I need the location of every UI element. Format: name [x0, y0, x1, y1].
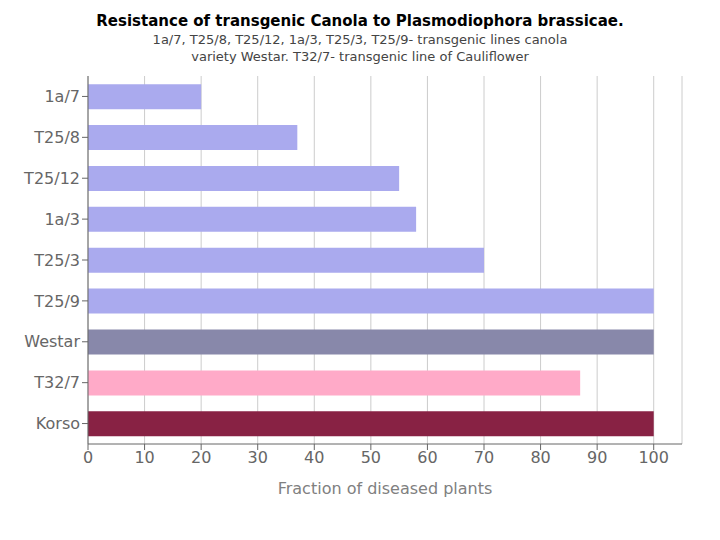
svg-text:100: 100: [638, 448, 669, 467]
svg-text:T25/12: T25/12: [23, 169, 80, 188]
html-text:Resistance of transgenic Canol: Resistance of transgenic Canola to Plasm…: [96, 12, 624, 30]
svg-text:90: 90: [587, 448, 607, 467]
svg-text:30: 30: [248, 448, 268, 467]
svg-text:T25/9: T25/9: [33, 292, 80, 311]
svg-text:0: 0: [83, 448, 93, 467]
svg-text:10: 10: [134, 448, 154, 467]
svg-text:40: 40: [304, 448, 324, 467]
svg-text:T32/7: T32/7: [33, 373, 80, 392]
svg-text:80: 80: [530, 448, 550, 467]
svg-text:60: 60: [417, 448, 437, 467]
svg-text:Fraction of diseased plants: Fraction of diseased plants: [278, 479, 493, 498]
svg-text:20: 20: [191, 448, 211, 467]
svg-text:T25/8: T25/8: [33, 128, 80, 147]
svg-text:Korso: Korso: [36, 414, 80, 433]
html-text:variety Westar. T32/7- transge: variety Westar. T32/7- transgenic line o…: [191, 49, 529, 64]
html-text:1a/7, T25/8, T25/12, 1a/3, T25: 1a/7, T25/8, T25/12, 1a/3, T25/3, T25/9-…: [152, 32, 568, 47]
svg-text:T25/3: T25/3: [33, 251, 80, 270]
svg-text:1a/7: 1a/7: [44, 87, 80, 106]
svg-text:50: 50: [361, 448, 381, 467]
svg-text:1a/3: 1a/3: [44, 210, 80, 229]
svg-text:Westar: Westar: [24, 332, 80, 351]
svg-text:70: 70: [474, 448, 494, 467]
